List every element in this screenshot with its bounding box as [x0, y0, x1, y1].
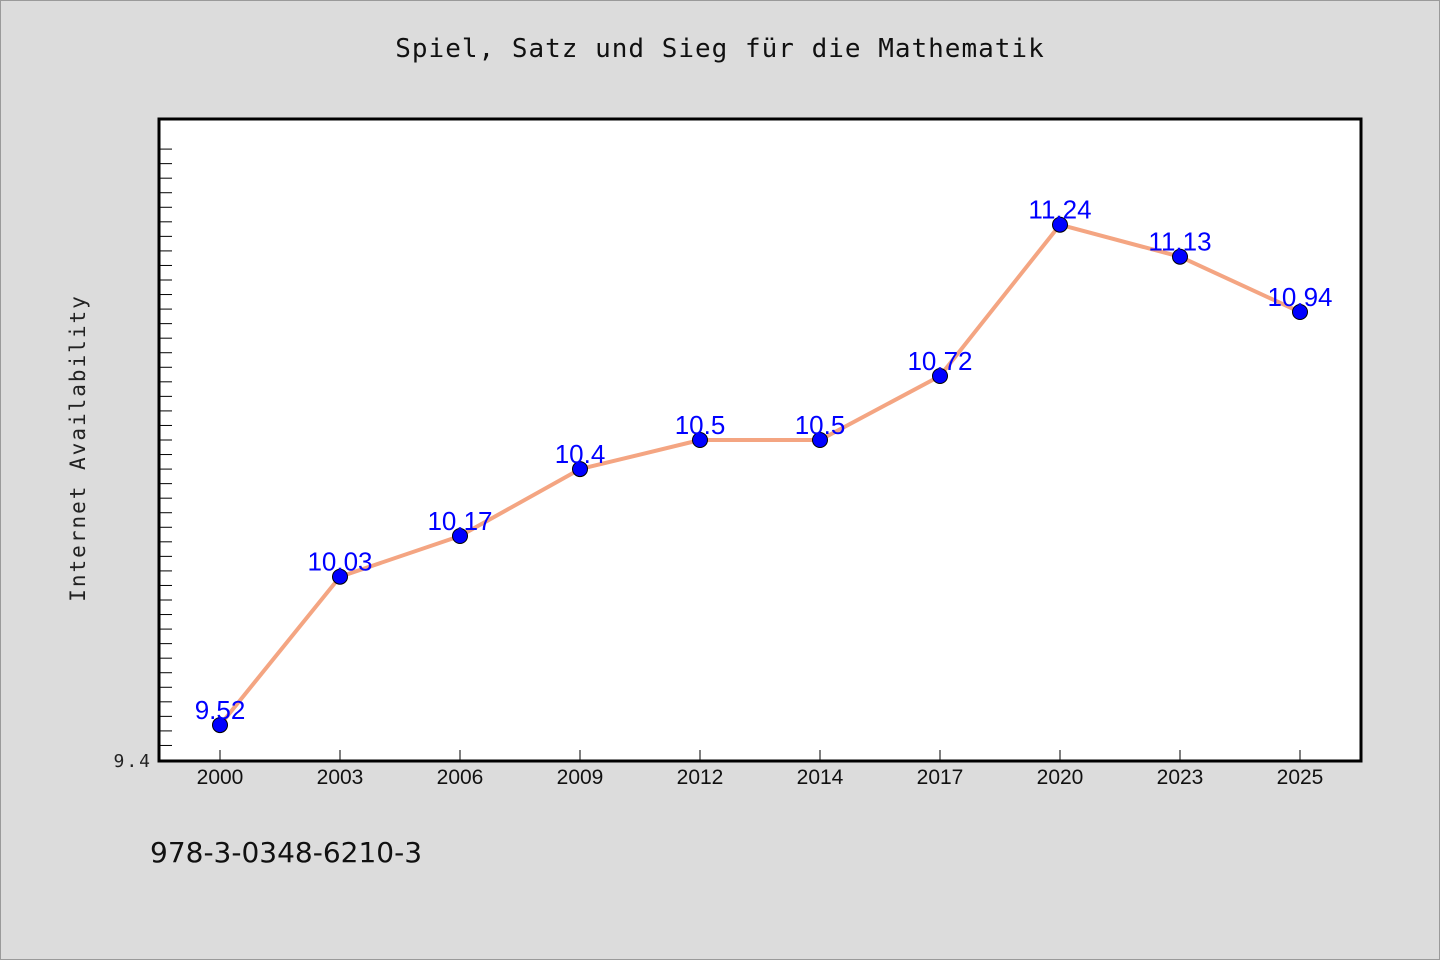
x-tick-label: 2009: [557, 766, 604, 789]
x-tick-label: 2003: [317, 766, 364, 789]
isbn-text: 978-3-0348-6210-3: [150, 836, 423, 869]
data-point: [452, 528, 468, 544]
data-labels-group: 9.52 10.03 10.17 10.4 10.5 10.5 10.72 11.24 11.1…: [195, 195, 1333, 725]
data-point: [692, 432, 708, 448]
data-label: 10.94: [1267, 282, 1332, 312]
data-point: [932, 368, 948, 384]
data-label: 10.72: [907, 346, 972, 376]
x-tick-label: 2014: [797, 766, 844, 789]
data-point: [1052, 216, 1068, 233]
series-group: [212, 216, 1308, 734]
data-label: 10.5: [795, 410, 846, 440]
x-tick-label: 2020: [1037, 766, 1084, 789]
data-label: 10.03: [307, 547, 372, 577]
x-tick-label: 2012: [677, 766, 724, 789]
x-ticks: 2000 2003 2006 2009 2012 2014 2017 2020 2023 2025: [197, 750, 1324, 789]
data-point: [812, 432, 828, 448]
data-label: 10.5: [675, 410, 726, 440]
x-tick-label: 2006: [437, 766, 484, 789]
series-line: [218, 222, 1301, 727]
x-tick-label: 2023: [1157, 766, 1204, 789]
data-point: [332, 568, 348, 585]
data-point: [212, 717, 228, 734]
data-label: 11.24: [1028, 195, 1091, 225]
data-label: 11.13: [1148, 227, 1211, 257]
x-tick-label: 2000: [197, 766, 244, 789]
chart-title: Spiel, Satz und Sieg für die Mathematik: [395, 34, 1045, 64]
x-tick-label: 2017: [917, 766, 964, 789]
data-label: 10.17: [427, 506, 492, 536]
data-label: 9.52: [195, 695, 246, 725]
data-label: 10.4: [555, 439, 606, 469]
data-point: [572, 461, 588, 478]
data-point: [1292, 304, 1308, 320]
y-ticks: 9.4: [113, 148, 172, 772]
data-point: [1172, 248, 1188, 265]
x-tick-label: 2025: [1277, 766, 1324, 789]
y-tick-label: 9.4: [113, 751, 152, 772]
